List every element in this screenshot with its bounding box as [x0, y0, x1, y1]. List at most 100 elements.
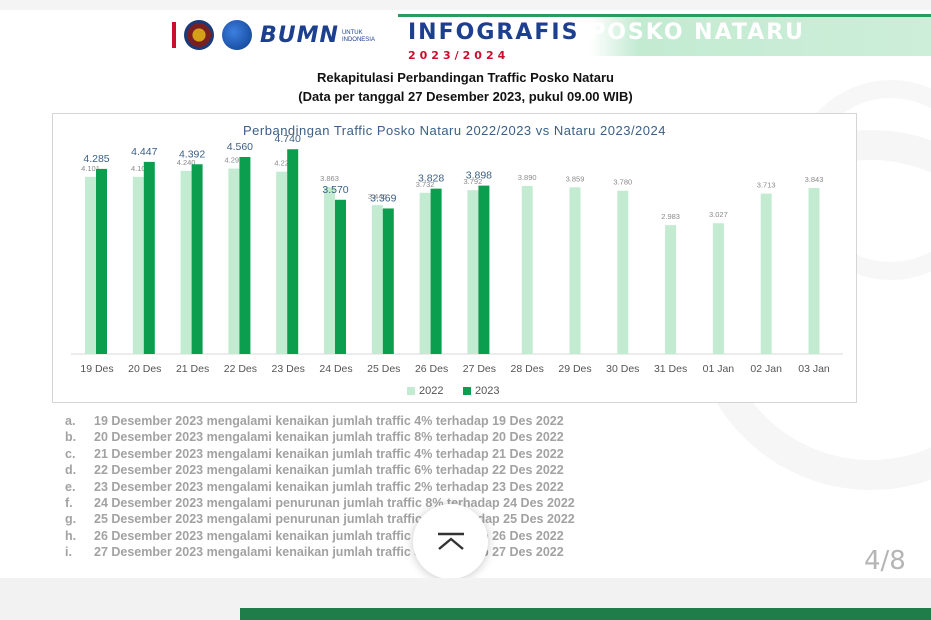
legend-label-2022: 2022: [419, 385, 443, 397]
note-item: g. 25 Desember 2023 mengalami penurunan j…: [65, 512, 575, 528]
note-item: e. 23 Desember 2023 mengalami kenaikan ju…: [65, 480, 575, 496]
x-tick-label: 27 Des: [463, 363, 496, 375]
data-label-2023: 3.570: [322, 184, 348, 196]
data-label-2022: 3.713: [757, 181, 776, 190]
bar-2023: [191, 164, 203, 354]
bar-2023: [239, 157, 251, 354]
data-label-2022: 3.863: [320, 174, 339, 183]
page-counter: 4/8: [864, 546, 906, 576]
kemenhub-logo-icon: [184, 20, 214, 50]
logo-strip: BUMN UNTUK INDONESIA: [172, 18, 375, 52]
bar-2022: [760, 193, 772, 354]
note-letter: f.: [65, 495, 73, 510]
globe-logo-icon: [222, 20, 252, 50]
bar-2022: [712, 223, 724, 354]
x-tick-label: 21 Des: [176, 363, 209, 375]
note-letter: a.: [65, 414, 76, 428]
bar-2022: [180, 170, 192, 354]
bar-2022: [617, 190, 629, 354]
legend-swatch-2023: [463, 387, 471, 395]
banner-title-infografis: INFOGRAFIS: [408, 20, 580, 45]
bar-2023: [143, 161, 155, 354]
x-tick-label: 25 Des: [367, 363, 400, 375]
bar-2023: [478, 185, 490, 354]
bar-2023: [287, 149, 299, 354]
bar-2022: [85, 176, 96, 354]
data-label-2022: 4.240: [177, 158, 196, 167]
note-text: 27 Desember 2023 mengalami kenaikan juml…: [94, 545, 564, 560]
note-item: i. 27 Desember 2023 mengalami kenaikan ju…: [65, 545, 575, 561]
data-label-2022: 3.027: [709, 210, 728, 219]
next-slide-green-bar: [240, 608, 931, 620]
note-text: 26 Desember 2023 mengalami kenaikan juml…: [94, 528, 564, 543]
note-text: 25 Desember 2023 mengalami penurunan jum…: [94, 512, 575, 527]
notes-list: a. 19 Desember 2023 mengalami kenaikan ju…: [65, 414, 575, 562]
x-tick-label: 20 Des: [128, 363, 161, 375]
data-label-2022: 3.780: [613, 178, 632, 187]
data-label-2022: 3.843: [805, 175, 824, 184]
note-item: c. 21 Desember 2023 mengalami kenaikan ju…: [65, 447, 575, 463]
x-tick-label: 22 Des: [224, 363, 257, 375]
data-label-2022: 3.792: [464, 177, 483, 186]
note-letter: d.: [65, 463, 77, 478]
data-label-2022: 4.101: [81, 164, 100, 173]
bumn-logo-subtext: UNTUK INDONESIA: [342, 30, 375, 44]
data-label-2023: 4.285: [83, 153, 109, 165]
data-label-2022: 2.983: [661, 212, 680, 221]
banner-title-posko: POSKO NATARU: [589, 20, 806, 45]
note-text: 23 Desember 2023 mengalami kenaikan juml…: [94, 479, 564, 494]
bar-2022: [132, 176, 144, 354]
data-label-2022: 3.732: [416, 180, 435, 189]
data-label-2023: 4.740: [275, 133, 301, 145]
note-item: b. 20 Desember 2023 mengalami kenaikan ju…: [65, 430, 575, 446]
note-item: f. 24 Desember 2023 mengalami penurunan j…: [65, 496, 575, 512]
note-letter: g.: [65, 512, 77, 527]
x-tick-label: 02 Jan: [750, 363, 782, 375]
bar-2022: [665, 225, 677, 354]
data-label-2023: 4.560: [227, 141, 253, 153]
banner-title: INFOGRAFIS POSKO NATARU: [408, 20, 805, 45]
note-text: 21 Desember 2023 mengalami kenaikan juml…: [94, 446, 564, 461]
note-letter: b.: [65, 430, 77, 445]
slide: BUMN UNTUK INDONESIA INFOGRAFIS POSKO NA…: [0, 10, 931, 578]
data-label-2023: 4.392: [179, 148, 205, 160]
note-text: 24 Desember 2023 mengalami penurunan jum…: [94, 495, 575, 510]
x-tick-label: 30 Des: [606, 363, 639, 375]
x-tick-label: 24 Des: [319, 363, 352, 375]
page-title: Rekapitulasi Perbandingan Traffic Posko …: [317, 70, 614, 85]
data-label-2022: 3.890: [518, 173, 537, 182]
bar-2022: [419, 192, 431, 354]
note-letter: h.: [65, 528, 77, 543]
data-label-2023: 3.898: [466, 170, 492, 182]
bar-2022: [467, 190, 479, 354]
bumn-sub-line-1: UNTUK: [341, 29, 363, 36]
bar-2022: [324, 187, 335, 354]
x-tick-label: 29 Des: [558, 363, 591, 375]
red-divider: [172, 22, 176, 48]
bumn-logo-text: BUMN: [260, 22, 339, 48]
data-label-2022: 4.292: [225, 156, 244, 165]
bar-2023: [430, 188, 442, 354]
data-label-2023: 3.828: [418, 173, 444, 185]
bar-2022: [808, 187, 820, 354]
bar-2023: [335, 199, 346, 354]
data-label-2023: 4.447: [131, 146, 157, 158]
legend-swatch-2022: [407, 387, 415, 395]
note-text: 22 Desember 2023 mengalami kenaikan juml…: [94, 463, 564, 478]
scroll-up-button[interactable]: [413, 504, 488, 579]
data-label-2022: 3.859: [566, 174, 585, 183]
bar-2022: [569, 187, 581, 354]
data-label-2022: 4.22: [274, 159, 289, 168]
bar-2023: [96, 168, 107, 354]
x-tick-label: 03 Jan: [798, 363, 830, 375]
note-letter: i.: [65, 545, 72, 560]
bumn-logo: BUMN UNTUK INDONESIA: [260, 23, 375, 48]
legend-label-2023: 2023: [475, 385, 499, 397]
banner-year: 2023/2024: [408, 49, 510, 62]
note-item: h. 26 Desember 2023 mengalami kenaikan ju…: [65, 529, 575, 545]
note-text: 19 Desember 2023 mengalami kenaikan juml…: [94, 414, 564, 428]
x-tick-label: 26 Des: [415, 363, 448, 375]
data-label-2022: 3.446: [368, 192, 387, 201]
infografis-banner: INFOGRAFIS POSKO NATARU 2023/2024: [398, 14, 931, 62]
